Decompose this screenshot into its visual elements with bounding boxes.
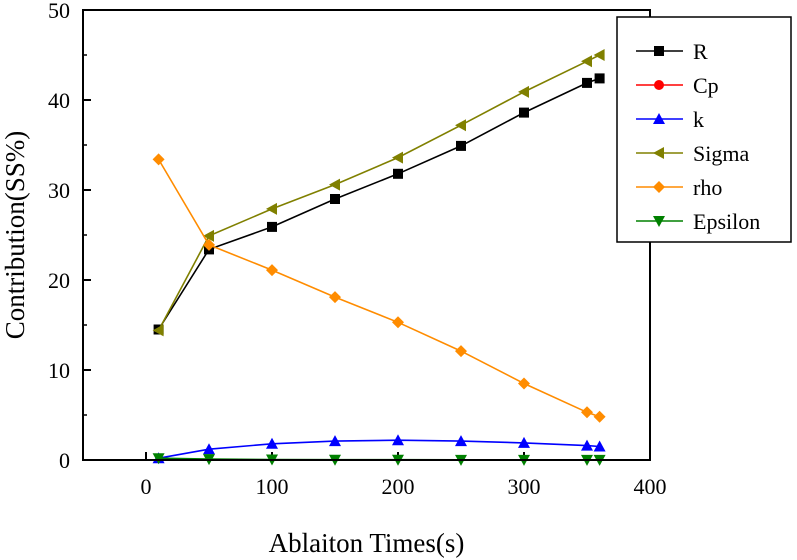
x-axis-title: Ablaiton Times(s) <box>269 528 465 558</box>
legend-marker <box>653 147 664 159</box>
series-line-rho <box>157 158 600 418</box>
series-line-r <box>157 77 600 330</box>
data-point-sigma <box>593 49 605 61</box>
series-r <box>153 73 605 335</box>
legend-marker <box>653 216 665 227</box>
data-point-k <box>392 434 404 446</box>
legend-item-rho: rho <box>636 175 722 200</box>
data-point-rho <box>266 264 278 277</box>
legend-marker <box>653 113 665 124</box>
data-point-sigma <box>266 202 277 215</box>
data-point-sigma <box>455 119 466 132</box>
legend-item-sigma: Sigma <box>636 141 749 166</box>
data-point-k <box>266 437 278 449</box>
data-point-k <box>329 435 341 447</box>
y-axis-title: Contribution(SS%) <box>0 131 30 340</box>
y-tick-label: 50 <box>48 0 70 23</box>
series-layer <box>152 49 606 466</box>
data-point-r <box>582 77 592 88</box>
legend-item-cp: Cp <box>636 73 719 98</box>
data-point-rho <box>581 406 593 419</box>
y-tick-label: 40 <box>48 88 70 113</box>
data-point-r <box>393 168 403 179</box>
series-sigma <box>152 49 605 337</box>
x-tick-label: 200 <box>382 474 415 499</box>
data-point-k <box>518 436 530 448</box>
data-point-r <box>267 221 277 232</box>
series-rho <box>152 153 606 423</box>
legend-marker <box>654 80 664 90</box>
x-tick-label: 400 <box>634 474 667 499</box>
legend-item-k: k <box>636 107 704 132</box>
data-point-epsilon <box>152 453 165 465</box>
plot-area-frame <box>82 9 651 461</box>
data-point-sigma <box>392 151 403 164</box>
y-tick-label: 0 <box>59 448 70 473</box>
x-tick-label: 0 <box>141 474 152 499</box>
x-tick-label: 100 <box>256 474 289 499</box>
data-point-r <box>594 73 605 84</box>
data-point-rho <box>455 345 467 358</box>
data-point-r <box>519 107 529 118</box>
data-point-k <box>581 439 593 451</box>
legend-label: k <box>693 107 704 132</box>
legend-marker <box>653 181 665 193</box>
legend-label: Epsilon <box>693 209 760 234</box>
legend-label: rho <box>693 175 722 200</box>
legend-label: R <box>693 39 708 64</box>
data-point-k <box>455 435 467 447</box>
legend-item-epsilon: Epsilon <box>636 209 760 234</box>
data-point-sigma <box>329 178 340 191</box>
data-point-k <box>203 443 215 455</box>
legend: R Cp k Sigma rho Epsilon <box>616 16 792 243</box>
axis-ticks <box>82 9 651 461</box>
legend-item-r: R <box>636 39 708 64</box>
data-point-k <box>593 440 606 452</box>
legend-label: Sigma <box>693 141 749 166</box>
y-tick-label: 30 <box>48 178 70 203</box>
series-line-k <box>158 439 600 459</box>
x-tick-label: 300 <box>508 474 541 499</box>
data-point-rho <box>203 238 215 251</box>
y-tick-label: 20 <box>48 268 70 293</box>
series-line-sigma <box>157 54 600 331</box>
legend-label: Cp <box>693 73 719 98</box>
data-point-r <box>330 194 340 204</box>
data-point-rho <box>329 291 341 304</box>
data-point-sigma <box>203 229 214 242</box>
data-point-sigma <box>581 55 592 68</box>
data-point-rho <box>152 153 165 166</box>
tick-labels: 0 100 200 300 400 0 10 20 30 40 50 <box>48 0 667 499</box>
data-point-rho <box>593 410 606 423</box>
y-tick-label: 10 <box>48 358 70 383</box>
data-point-rho <box>518 377 530 390</box>
legend-marker <box>654 46 664 56</box>
data-point-r <box>456 140 466 151</box>
legend-box <box>616 16 792 243</box>
data-point-sigma <box>518 85 529 98</box>
data-point-rho <box>392 316 404 329</box>
data-point-sigma <box>152 324 164 337</box>
